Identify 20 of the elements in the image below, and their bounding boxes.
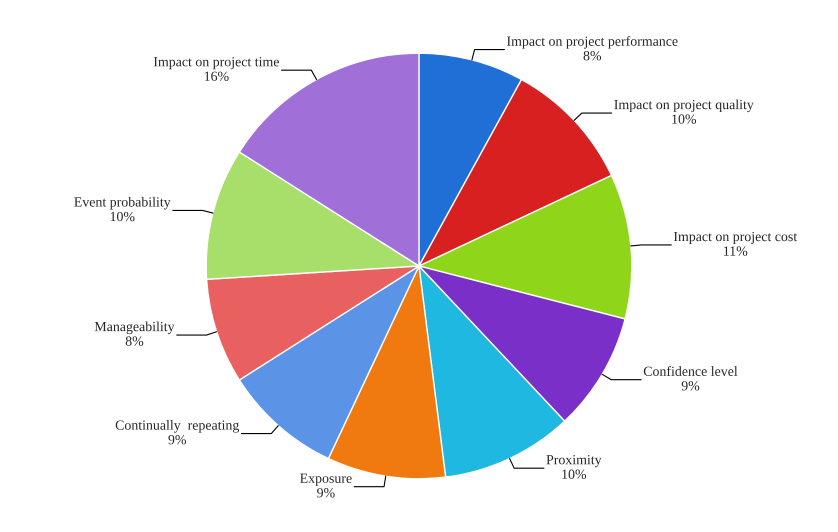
slice-label: Manageability	[94, 321, 175, 334]
data-label: 11%	[724, 246, 748, 256]
data-label: 10%	[110, 212, 135, 222]
slice-label: Impact on project quality	[614, 99, 754, 112]
slice-label: Impact on project performance	[506, 36, 678, 49]
slice-label: Event probability	[74, 196, 171, 210]
slice-label: Confidence level	[644, 366, 738, 376]
data-label: 10%	[562, 470, 586, 479]
data-label: 8%	[584, 51, 602, 60]
slice-label: Exposure	[300, 474, 352, 486]
slice-label: Impact on project time	[154, 57, 279, 70]
data-label: 9%	[168, 434, 186, 444]
slice-label: Impact on project cost	[674, 232, 798, 244]
slice-label: Continually repeating	[116, 420, 240, 433]
data-label: 16%	[204, 72, 229, 81]
slice-label: Proximity	[546, 455, 602, 468]
data-label: 10%	[672, 114, 696, 124]
data-label: 9%	[682, 381, 700, 391]
data-label: 8%	[126, 336, 144, 346]
data-label: 9%	[317, 488, 335, 498]
